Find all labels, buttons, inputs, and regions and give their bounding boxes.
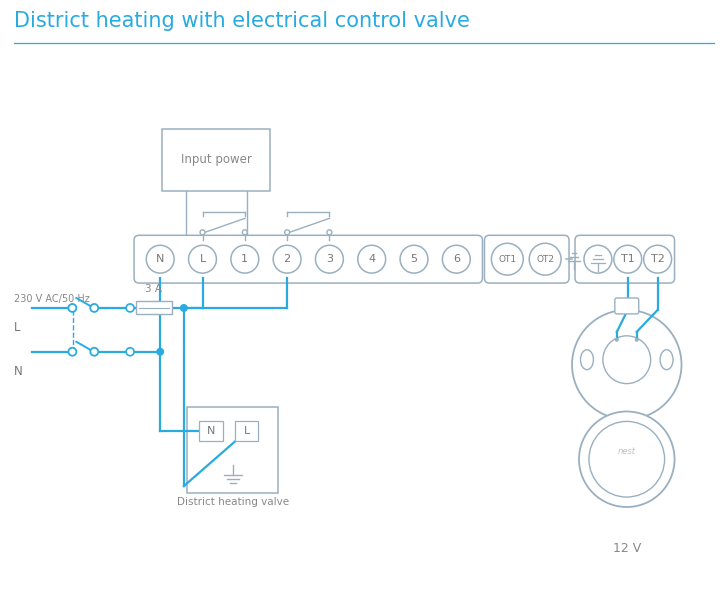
Text: 6: 6 — [453, 254, 460, 264]
Circle shape — [315, 245, 344, 273]
Circle shape — [285, 230, 290, 235]
Text: District heating valve: District heating valve — [177, 497, 289, 507]
FancyBboxPatch shape — [134, 235, 483, 283]
Circle shape — [273, 245, 301, 273]
Circle shape — [635, 338, 638, 342]
Circle shape — [443, 245, 470, 273]
Text: N: N — [14, 365, 23, 378]
Text: L: L — [199, 254, 205, 264]
Text: 2: 2 — [283, 254, 290, 264]
Circle shape — [126, 304, 134, 312]
Circle shape — [615, 338, 619, 342]
Circle shape — [189, 245, 216, 273]
FancyBboxPatch shape — [234, 421, 258, 441]
Text: District heating with electrical control valve: District heating with electrical control… — [14, 11, 470, 31]
FancyBboxPatch shape — [187, 407, 278, 493]
Circle shape — [327, 230, 332, 235]
Text: 3: 3 — [326, 254, 333, 264]
Text: 1: 1 — [241, 254, 248, 264]
Text: N: N — [207, 426, 215, 437]
Text: OT2: OT2 — [536, 255, 554, 264]
Circle shape — [614, 245, 641, 273]
Circle shape — [68, 304, 76, 312]
Circle shape — [146, 245, 174, 273]
Text: L: L — [14, 321, 20, 334]
Circle shape — [529, 244, 561, 275]
Circle shape — [603, 336, 651, 384]
Ellipse shape — [660, 350, 673, 369]
Circle shape — [400, 245, 428, 273]
Circle shape — [644, 245, 671, 273]
Text: nest: nest — [615, 368, 638, 378]
Circle shape — [90, 304, 98, 312]
Text: 4: 4 — [368, 254, 375, 264]
Text: N: N — [156, 254, 165, 264]
FancyBboxPatch shape — [615, 298, 638, 314]
Circle shape — [180, 304, 188, 312]
Text: nest: nest — [618, 447, 636, 456]
Circle shape — [231, 245, 258, 273]
Text: 230 V AC/50 Hz: 230 V AC/50 Hz — [14, 294, 90, 304]
Text: 5: 5 — [411, 254, 418, 264]
Text: OT1: OT1 — [498, 255, 516, 264]
Text: 12 V: 12 V — [613, 542, 641, 555]
Circle shape — [126, 347, 134, 356]
FancyBboxPatch shape — [484, 235, 569, 283]
Text: L: L — [243, 426, 250, 437]
FancyBboxPatch shape — [135, 302, 173, 314]
Circle shape — [200, 230, 205, 235]
Ellipse shape — [580, 350, 593, 369]
FancyBboxPatch shape — [575, 235, 675, 283]
Circle shape — [242, 230, 248, 235]
Circle shape — [68, 347, 76, 356]
Text: Input power: Input power — [181, 153, 252, 166]
FancyBboxPatch shape — [199, 421, 223, 441]
Circle shape — [357, 245, 386, 273]
Text: 3 A: 3 A — [146, 284, 162, 294]
Circle shape — [90, 347, 98, 356]
Circle shape — [589, 421, 665, 497]
Circle shape — [572, 310, 681, 419]
Circle shape — [157, 347, 165, 356]
Circle shape — [491, 244, 523, 275]
Text: T1: T1 — [621, 254, 635, 264]
FancyBboxPatch shape — [162, 129, 270, 191]
Circle shape — [584, 245, 612, 273]
Text: T2: T2 — [651, 254, 665, 264]
Circle shape — [579, 412, 675, 507]
